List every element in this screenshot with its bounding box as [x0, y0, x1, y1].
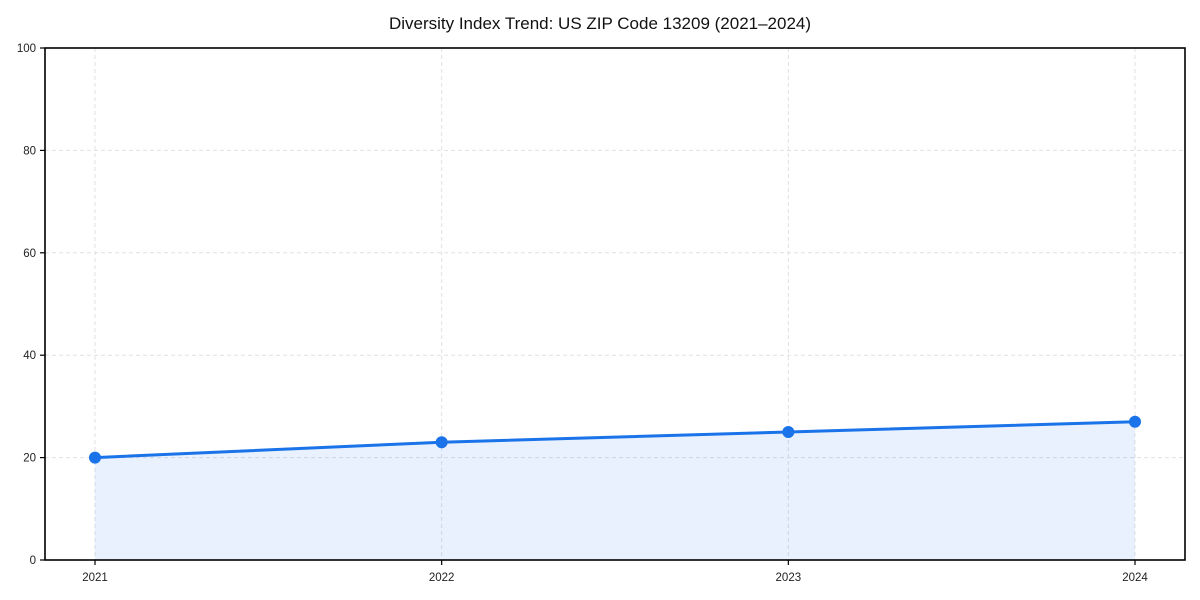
y-tick-label: 80	[23, 145, 36, 157]
x-tick-label: 2021	[82, 572, 108, 584]
x-tick-label: 2023	[776, 572, 802, 584]
x-tick-label: 2024	[1122, 572, 1148, 584]
data-point-2024	[1129, 415, 1141, 428]
data-point-2021	[89, 451, 101, 464]
plot-border	[44, 47, 1186, 561]
y-tick-label: 0	[30, 555, 36, 567]
x-tick-label: 2022	[429, 572, 455, 584]
y-tick-label: 20	[23, 453, 36, 465]
chart-plot-area: 0 20 40 60 80 100 2021 2022 2023 2024	[17, 43, 1186, 584]
area-fill	[95, 421, 1135, 560]
y-tick-label: 40	[23, 350, 36, 362]
trend-line	[93, 420, 1137, 460]
data-point-2022	[435, 436, 448, 449]
y-tick-label: 100	[17, 43, 36, 55]
chart-title: Diversity Index Trend: US ZIP Code 13209…	[389, 14, 811, 33]
y-tick-label: 60	[23, 248, 36, 260]
plot-background	[45, 48, 1185, 560]
data-point-2023	[782, 426, 795, 438]
